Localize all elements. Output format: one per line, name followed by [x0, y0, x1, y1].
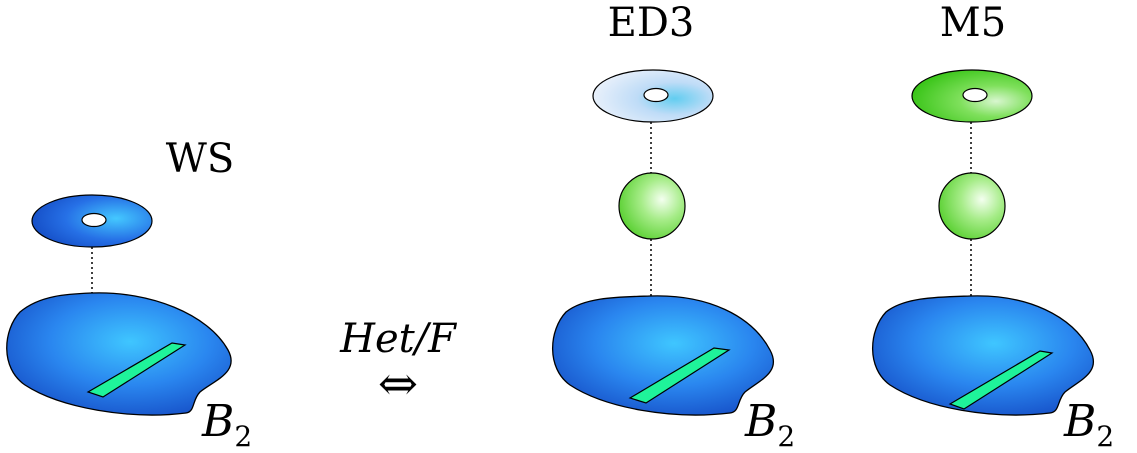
double-arrow-icon: ⇔: [378, 356, 418, 412]
ed3-torus: [592, 69, 714, 123]
duality-relation: Het/F ⇔: [339, 316, 457, 412]
m5-brane-strip: [948, 350, 1054, 410]
ws-title: WS: [166, 136, 235, 182]
m5-title: M5: [940, 0, 1006, 46]
het-f-label: Het/F: [339, 316, 457, 362]
ed3-panel: ED3 B2: [551, 0, 795, 453]
ws-torus: [31, 194, 153, 248]
ed3-base-label: B2: [744, 396, 795, 453]
m5-panel: M5 B2: [871, 0, 1114, 453]
ed3-brane-strip: [628, 347, 731, 404]
ed3-sphere: [618, 172, 686, 240]
ws-panel: WS B2: [6, 136, 252, 453]
m5-sphere: [938, 172, 1006, 240]
m5-base-surface: [871, 295, 1095, 416]
ws-base-label: B2: [201, 396, 252, 453]
ed3-base-surface: [551, 295, 775, 416]
ws-base-surface: [6, 292, 232, 416]
m5-base-label: B2: [1063, 396, 1114, 453]
ed3-title: ED3: [608, 0, 695, 46]
m5-torus: [911, 69, 1033, 123]
ws-brane-strip: [86, 342, 187, 398]
